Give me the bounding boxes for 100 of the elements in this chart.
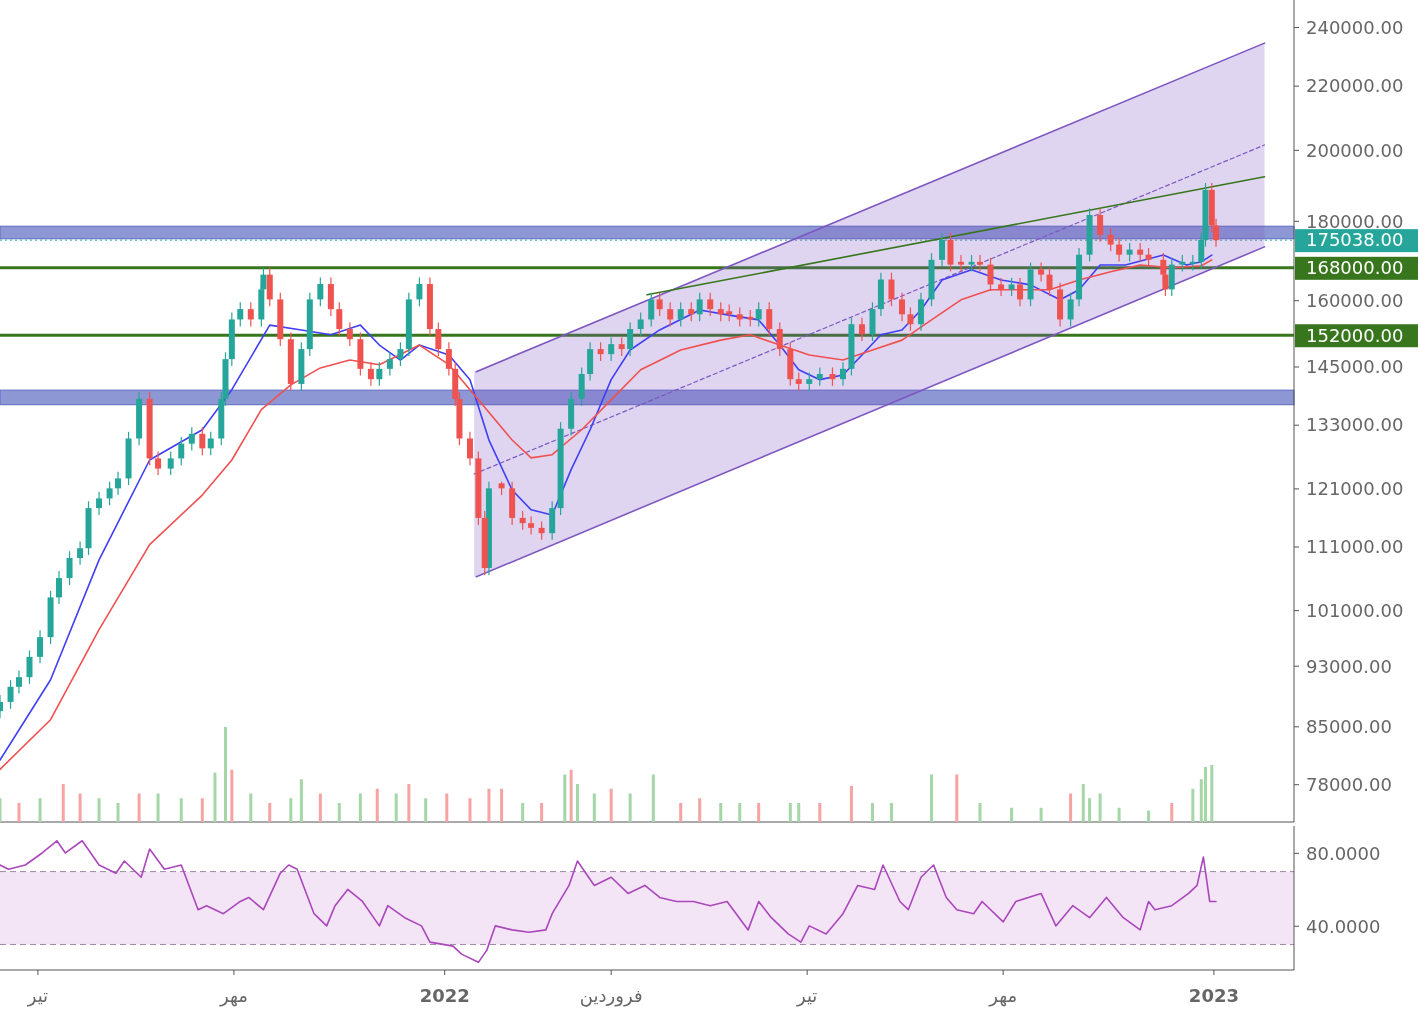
candlestick [416,276,423,307]
candlestick [386,351,393,377]
bar [1081,784,1085,822]
candlestick [1017,277,1024,307]
candlestick [627,321,634,357]
candlestick [1038,262,1045,283]
candlestick [907,306,914,332]
candlestick [346,321,353,347]
bar [230,769,234,822]
candlestick [717,301,724,322]
bar [1098,793,1102,822]
bar [289,798,293,822]
candlestick [1107,227,1114,252]
y-tick-label: 111000.00 [1306,536,1404,558]
y-tick-label: 93000.00 [1306,655,1392,677]
bar [1203,766,1207,822]
candlestick [66,550,73,586]
candlestick [1067,292,1074,328]
candlestick [96,491,103,516]
y-tick-label: 40.0000 [1306,915,1381,937]
candlestick [1116,237,1123,263]
candlestick [519,510,526,531]
bar [156,793,160,822]
y-tick-label: 85000.00 [1306,716,1392,738]
candlestick [677,301,684,328]
candlestick [976,254,983,273]
y-tick-label: 180000.00 [1306,210,1404,232]
ref-line-label: 168000.00 [1306,257,1404,279]
ref-line-label: 152000.00 [1306,324,1404,346]
bar [788,803,792,822]
bar [213,772,217,822]
candlestick [608,336,615,362]
bar [1117,807,1121,822]
candlestick [958,254,965,273]
candlestick [317,276,324,307]
y-tick-label: 145000.00 [1306,356,1404,378]
bar [179,798,183,822]
y-tick-label: 80.0000 [1306,842,1381,864]
candlestick [56,570,63,605]
bar [61,784,65,822]
candlestick [1046,267,1053,297]
candlestick [1137,242,1144,263]
bar [1010,807,1014,822]
x-tick-label: مهر [218,985,248,1007]
bar [97,798,101,822]
candlestick [816,366,823,387]
candlestick [167,450,174,476]
candlestick [397,341,404,367]
bar [268,803,272,822]
candlestick [1097,207,1104,243]
bar [137,793,141,822]
bar [424,798,428,822]
bar [757,803,761,822]
candlestick [207,431,214,456]
bar [318,793,322,822]
bar [609,788,613,822]
bar [849,785,853,822]
y-tick-label: 160000.00 [1306,289,1404,311]
candlestick [37,629,44,664]
bar [628,793,632,822]
bar [500,788,504,822]
bar [17,803,21,822]
candlestick [776,321,783,357]
candlestick [528,515,535,535]
bar [487,788,491,822]
ref-line-label: 175038.00 [1306,229,1404,251]
bar [1210,765,1214,822]
bar [1147,810,1151,822]
candlestick [15,669,22,695]
candlestick [237,301,244,328]
bar [394,793,398,822]
candlestick [688,301,695,322]
bar [575,784,579,822]
bar [955,774,959,822]
bar [738,803,742,822]
candlestick [247,301,254,328]
bar [224,727,227,822]
bar [871,803,874,822]
y-tick-label: 240000.00 [1306,16,1404,38]
candlestick [648,292,655,328]
y-tick-label: 200000.00 [1306,139,1404,161]
bar [569,769,573,822]
bar [200,798,204,822]
bar [468,798,472,822]
bar [445,793,449,822]
bar [1039,807,1043,822]
candlestick [667,301,674,328]
bar [679,803,683,822]
bar [930,774,934,822]
candlestick [656,292,663,317]
candlestick [367,361,374,387]
candlestick [115,471,122,496]
candlestick [707,292,714,317]
candlestick [637,311,644,337]
bar [818,803,822,822]
candlestick [618,336,625,357]
bar [1191,788,1195,822]
y-tick-label: 101000.00 [1306,599,1404,621]
candlestick [736,306,743,328]
candlestick [336,301,343,337]
